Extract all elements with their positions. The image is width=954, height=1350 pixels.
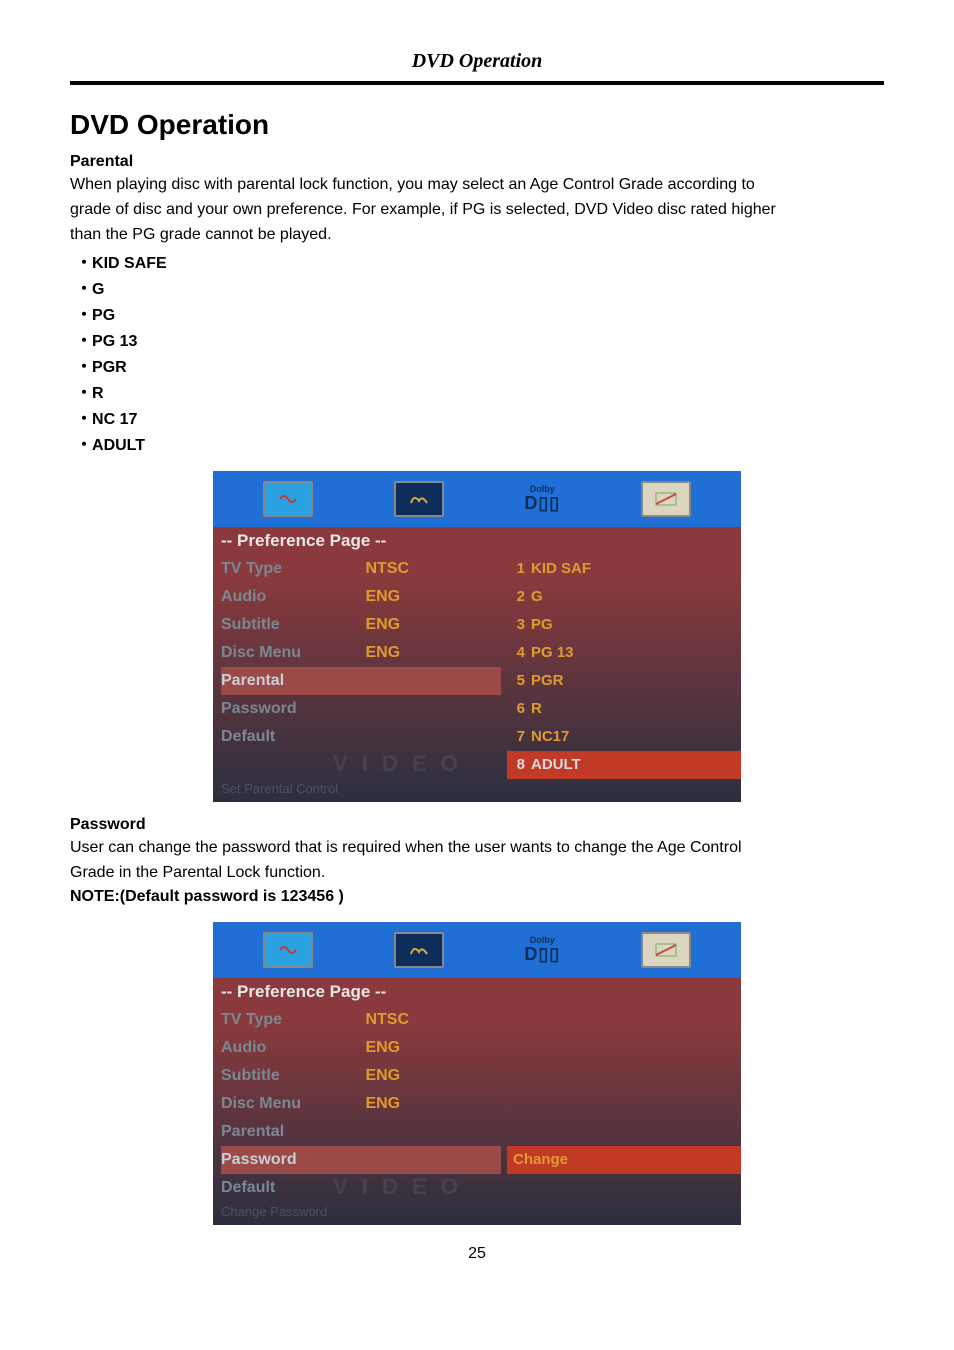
menu-row[interactable]: TV Type NTSC <box>221 1006 501 1034</box>
parental-bullets: ・KID SAFE ・G ・PG ・PG 13 ・PGR ・R ・NC 17 ・… <box>70 249 884 455</box>
osd-page-title: -- Preference Page -- <box>213 527 741 555</box>
osd-hint: Set Parental Control <box>213 779 741 802</box>
menu-row[interactable]: Subtitle ENG <box>221 611 501 639</box>
option-row[interactable]: 4PG 13 <box>507 639 741 667</box>
menu-row[interactable]: Subtitle ENG <box>221 1062 501 1090</box>
bullet-r: ・R <box>76 379 884 403</box>
osd-left-menu: TV Type NTSC Audio ENG Subtitle ENG Disc… <box>213 1006 501 1202</box>
osd-left-menu: TV Type NTSC Audio ENG Subtitle ENG Disc… <box>213 555 501 779</box>
option-row[interactable]: 1KID SAF <box>507 555 741 583</box>
screenshot-password: DolbyD▯▯ -- Preference Page -- TV Type N… <box>213 922 741 1225</box>
bullet-pg: ・PG <box>76 301 884 325</box>
bullet-pg13: ・PG 13 <box>76 327 884 351</box>
screenshot-parental: DolbyD▯▯ -- Preference Page -- TV Type N… <box>213 471 741 802</box>
option-row[interactable]: 2G <box>507 583 741 611</box>
osd-right-options: Change <box>501 1006 741 1202</box>
parental-body-3: than the PG grade cannot be played. <box>70 223 884 246</box>
password-note: NOTE:(Default password is 123456 ) <box>70 888 884 906</box>
header-rule <box>70 81 884 85</box>
dolby-icon: DolbyD▯▯ <box>524 936 560 963</box>
parental-body-2: grade of disc and your own preference. F… <box>70 198 884 221</box>
bullet-adult: ・ADULT <box>76 431 884 455</box>
option-row[interactable]: 6R <box>507 695 741 723</box>
running-header: DVD Operation <box>70 50 884 81</box>
osd-hint: Change Password <box>213 1202 741 1225</box>
menu-row[interactable]: Disc Menu ENG <box>221 1090 501 1118</box>
password-heading: Password <box>70 816 884 834</box>
option-row[interactable]: Change <box>507 1146 741 1174</box>
page: DVD Operation DVD Operation Parental Whe… <box>0 0 954 1303</box>
parental-heading: Parental <box>70 153 884 171</box>
password-body-2: Grade in the Parental Lock function. <box>70 861 884 884</box>
menu-row[interactable]: Audio ENG <box>221 583 501 611</box>
osd-body: -- Preference Page -- TV Type NTSC Audio… <box>213 527 741 802</box>
password-body-1: User can change the password that is req… <box>70 836 884 859</box>
menu-row[interactable]: Parental <box>221 1118 501 1146</box>
osd-page-title: -- Preference Page -- <box>213 978 741 1006</box>
menu-row[interactable]: Default <box>221 723 501 751</box>
osd-tabbar: DolbyD▯▯ <box>213 471 741 527</box>
option-row[interactable]: 7NC17 <box>507 723 741 751</box>
bullet-nc17: ・NC 17 <box>76 405 884 429</box>
bullet-pgr: ・PGR <box>76 353 884 377</box>
menu-row[interactable]: Password <box>221 695 501 723</box>
parental-body-1: When playing disc with parental lock fun… <box>70 173 884 196</box>
menu-row[interactable]: Parental <box>221 667 501 695</box>
menu-row[interactable]: Default <box>221 1174 501 1202</box>
dolby-icon: DolbyD▯▯ <box>524 485 560 512</box>
menu-row[interactable]: Disc Menu ENG <box>221 639 501 667</box>
osd-right-options: 1KID SAF2G3PG4PG 135PGR6R7NC178ADULT <box>501 555 741 779</box>
option-row[interactable]: 8ADULT <box>507 751 741 779</box>
page-title: DVD Operation <box>70 109 884 141</box>
menu-row[interactable]: Password <box>221 1146 501 1174</box>
menu-row[interactable]: Audio ENG <box>221 1034 501 1062</box>
menu-row[interactable]: TV Type NTSC <box>221 555 501 583</box>
bullet-kid-safe: ・KID SAFE <box>76 249 884 273</box>
bullet-g: ・G <box>76 275 884 299</box>
option-row[interactable]: 3PG <box>507 611 741 639</box>
option-row[interactable]: 5PGR <box>507 667 741 695</box>
page-number: 25 <box>70 1245 884 1263</box>
osd-tabbar: DolbyD▯▯ <box>213 922 741 978</box>
osd-body: -- Preference Page -- TV Type NTSC Audio… <box>213 978 741 1225</box>
